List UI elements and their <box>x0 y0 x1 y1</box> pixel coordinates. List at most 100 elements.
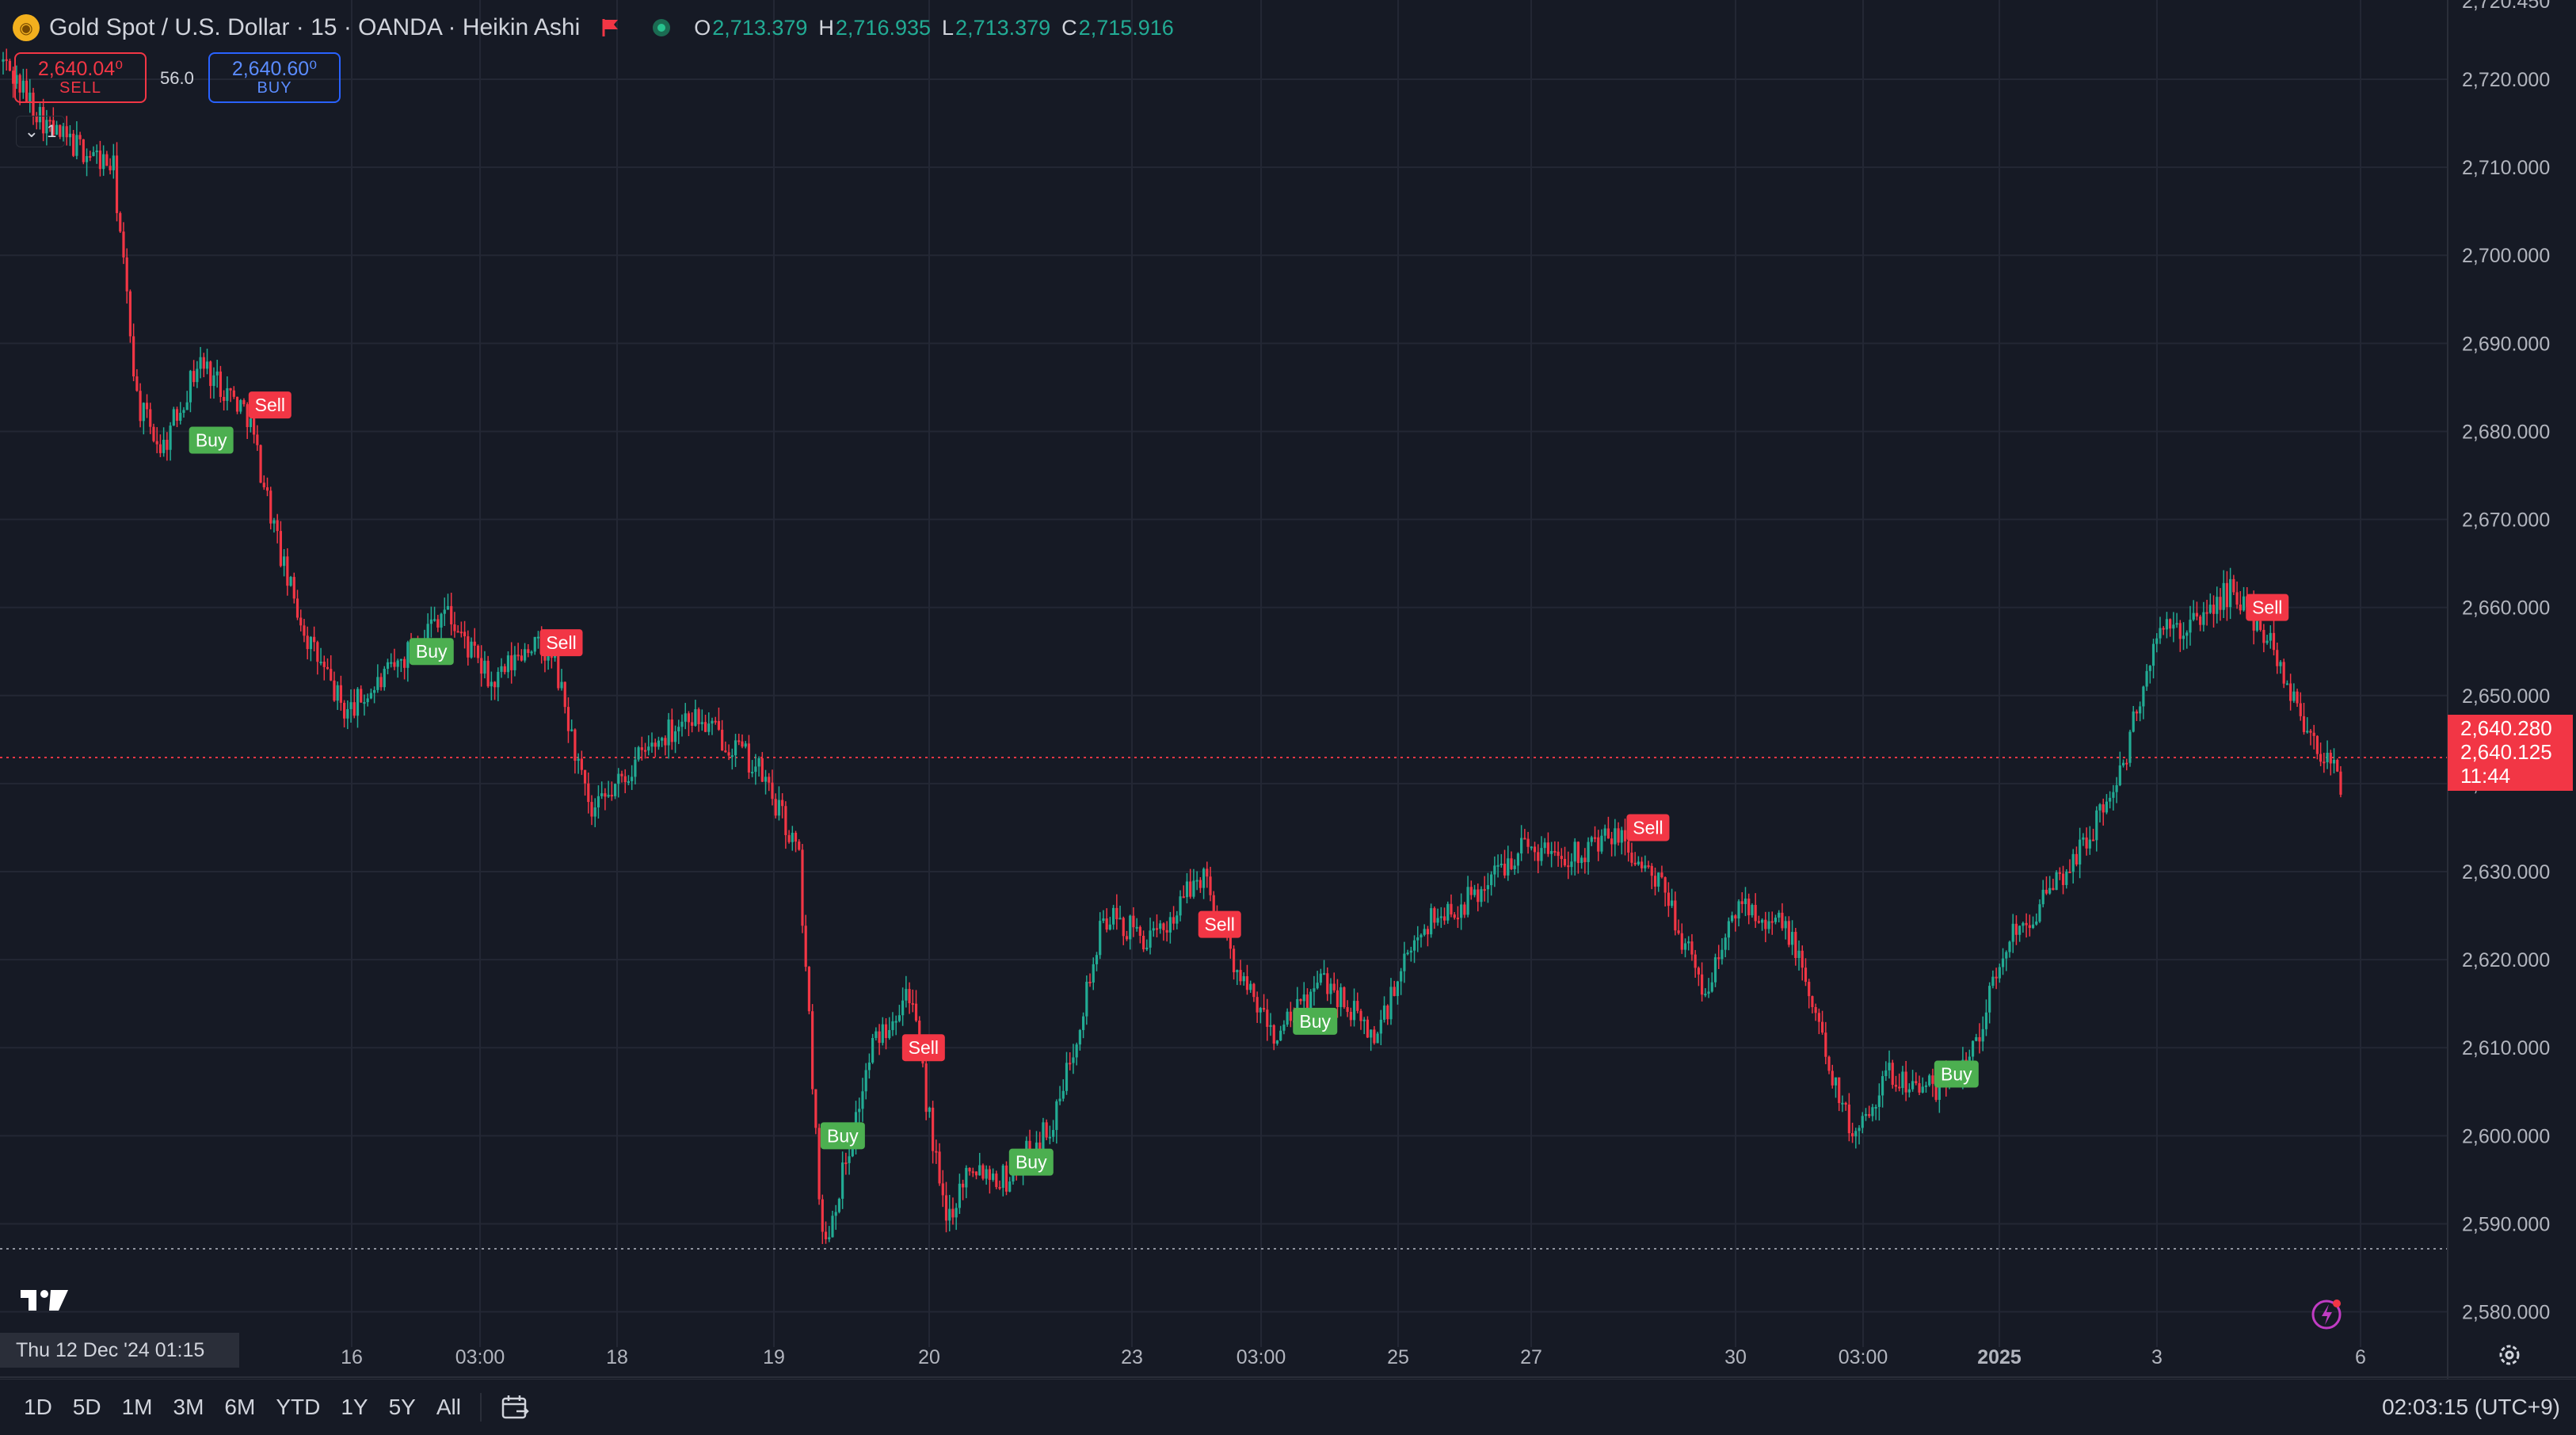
candle-body <box>2289 683 2292 701</box>
candle-body <box>2082 837 2085 840</box>
candle-body <box>1419 934 1423 938</box>
candle-body <box>2208 605 2212 613</box>
signal-label: Buy <box>1016 1152 1047 1173</box>
candle-body <box>152 426 155 441</box>
period-button-all[interactable]: All <box>436 1395 461 1419</box>
candle-body <box>1075 1044 1078 1058</box>
candle-body <box>1008 1181 1012 1192</box>
price-chart[interactable]: Buy Sell Buy Sell Buy Sell Buy Sell Buy Sell Buy Se… <box>0 0 2576 1379</box>
candle-body <box>654 742 657 747</box>
candle-body <box>1633 862 1637 864</box>
candle-body <box>2216 597 2219 614</box>
calendar-goto-icon[interactable] <box>501 1394 529 1421</box>
candle-body <box>295 598 299 618</box>
candle-body <box>1463 904 1466 915</box>
lightning-icon[interactable] <box>2310 1296 2345 1331</box>
buy-signal-marker[interactable]: Buy <box>1293 1007 1338 1035</box>
candle-body <box>734 740 737 756</box>
tradingview-logo-icon[interactable] <box>19 1287 70 1314</box>
symbol-title[interactable]: Gold Spot / U.S. Dollar · 15 · OANDA · H… <box>49 14 581 40</box>
signal-box <box>189 426 234 454</box>
candle-body <box>2005 952 2008 959</box>
period-button-1m[interactable]: 1M <box>121 1395 153 1419</box>
candle-body <box>1430 908 1433 935</box>
sell-signal-marker[interactable]: Sell <box>1198 910 1241 938</box>
buy-signal-marker[interactable]: Buy <box>820 1122 865 1150</box>
candle-body <box>1934 1083 1938 1101</box>
candle-body <box>356 689 360 716</box>
indicators-toggle[interactable]: ⌄ 1 <box>16 116 65 147</box>
sell-button[interactable]: 2,640.04⁰ SELL <box>14 52 147 103</box>
candle-body <box>1570 861 1573 868</box>
candle-body <box>867 1062 871 1071</box>
candle-body <box>760 758 764 782</box>
candle-body <box>1674 900 1677 931</box>
candle-body <box>1055 1101 1058 1131</box>
candle-body <box>1129 915 1132 940</box>
candle-body <box>128 291 132 337</box>
period-button-3m[interactable]: 3M <box>173 1395 204 1419</box>
buy-button[interactable]: 2,640.60⁰ BUY <box>208 52 341 103</box>
candle-body <box>1256 997 1259 1013</box>
candle-body <box>828 1237 831 1239</box>
sell-signal-marker[interactable]: Sell <box>1626 814 1670 842</box>
period-button-1y[interactable]: 1Y <box>341 1395 368 1419</box>
candle-body <box>386 662 390 669</box>
sell-signal-marker[interactable]: Sell <box>248 391 292 419</box>
candle-body <box>513 655 516 670</box>
candle-body <box>1339 987 1343 1007</box>
candle-body <box>1614 828 1617 845</box>
candle-body <box>1713 957 1717 983</box>
candle-body <box>2319 754 2323 762</box>
candle-body <box>670 719 673 742</box>
candle-body <box>1797 950 1801 959</box>
candle-body <box>1379 1019 1382 1034</box>
buy-signal-marker[interactable]: Buy <box>1008 1148 1054 1176</box>
candle-body <box>1239 970 1242 982</box>
candle-body <box>21 80 25 93</box>
candle-body <box>1396 981 1400 997</box>
candle-body <box>279 531 282 567</box>
buy-signal-marker[interactable]: Buy <box>189 426 234 454</box>
sell-signal-marker[interactable]: Sell <box>2246 593 2289 621</box>
period-button-5y[interactable]: 5Y <box>388 1395 416 1419</box>
candle-body <box>346 708 349 719</box>
period-button-ytd[interactable]: YTD <box>276 1395 321 1419</box>
candle-body <box>721 729 724 751</box>
clock-timezone[interactable]: 02:03:15 (UTC+9) <box>2382 1395 2560 1419</box>
sell-signal-marker[interactable]: Sell <box>901 1034 945 1062</box>
gear-icon[interactable] <box>2497 1342 2522 1368</box>
candle-body <box>1901 1071 1904 1089</box>
candle-body <box>12 71 15 84</box>
candle-body <box>149 409 152 427</box>
period-button-5d[interactable]: 5D <box>72 1395 101 1419</box>
candle-body <box>1102 918 1105 922</box>
period-button-6m[interactable]: 6M <box>224 1395 256 1419</box>
candle-body <box>700 722 703 725</box>
market-status-icon[interactable] <box>653 19 671 36</box>
candle-body <box>1984 1012 1988 1029</box>
candle-body <box>858 1109 861 1113</box>
candle-body <box>1576 842 1580 864</box>
period-button-1d[interactable]: 1D <box>24 1395 52 1419</box>
candle-body <box>1141 936 1145 950</box>
sell-signal-marker[interactable]: Sell <box>539 629 583 657</box>
candle-body <box>1921 1086 1924 1093</box>
candle-body <box>1195 880 1198 882</box>
signals-layer: Buy Sell Buy Sell Buy Sell Buy Sell Buy Sell Buy Se… <box>189 391 2289 1176</box>
candle-body <box>1466 887 1469 915</box>
candle-body <box>500 666 503 672</box>
candle-body <box>974 1171 978 1176</box>
x-tick-label: 23 <box>1121 1346 1143 1368</box>
buy-signal-marker[interactable]: Buy <box>409 638 454 666</box>
signal-label: Buy <box>416 641 448 662</box>
y-tick-label: 2,630.000 <box>2462 861 2550 884</box>
buy-signal-marker[interactable]: Buy <box>1934 1060 1979 1088</box>
candle-body <box>744 743 747 747</box>
candle-body <box>2095 810 2098 841</box>
flag-icon[interactable] <box>600 17 621 38</box>
candle-body <box>1316 983 1319 989</box>
candle-body <box>1657 872 1660 887</box>
candle-body <box>570 729 574 731</box>
candle-body <box>530 651 533 654</box>
